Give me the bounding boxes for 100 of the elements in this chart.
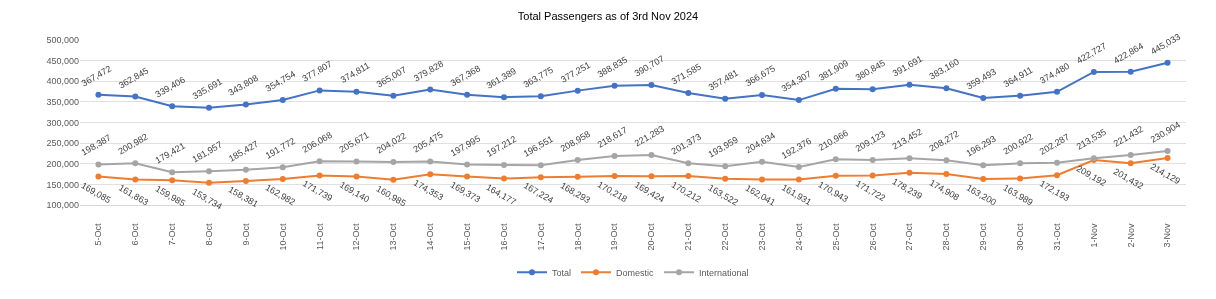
point	[279, 96, 286, 103]
point	[906, 155, 913, 162]
x-tick-label: 16-Oct	[498, 223, 509, 251]
x-tick-label: 22-Oct	[720, 223, 731, 251]
point	[685, 89, 692, 96]
x-tick-label: 11-Oct	[314, 223, 325, 250]
point	[759, 92, 766, 98]
point	[1127, 68, 1134, 75]
x-tick-label: 30-Oct	[1015, 223, 1026, 251]
point	[648, 82, 655, 89]
point	[242, 177, 249, 184]
point	[1164, 59, 1171, 66]
point	[206, 179, 213, 186]
point	[906, 169, 913, 176]
x-tick-label: 28-Oct	[941, 223, 952, 251]
point	[95, 91, 102, 98]
point	[722, 95, 729, 102]
x-tick-label: 19-Oct	[609, 223, 620, 251]
y-tick-label: 450,000	[46, 55, 79, 66]
legend-label: International	[699, 267, 749, 278]
point	[316, 158, 323, 165]
y-tick-label: 100,000	[46, 200, 79, 211]
point	[722, 175, 729, 182]
point	[1164, 148, 1171, 154]
point	[464, 173, 471, 180]
y-tick-label: 350,000	[46, 97, 79, 108]
x-tick-label: 13-Oct	[388, 223, 399, 251]
point	[279, 164, 286, 171]
x-tick-label: 31-Oct	[1051, 223, 1062, 251]
point	[574, 173, 581, 180]
x-tick-label: 9-Oct	[240, 223, 251, 246]
point	[980, 162, 987, 169]
point	[869, 86, 876, 93]
point	[1090, 68, 1097, 75]
x-tick-label: 5-Oct	[93, 223, 104, 246]
x-tick-label: 26-Oct	[867, 223, 878, 251]
y-tick-label: 200,000	[46, 158, 79, 169]
point	[242, 166, 249, 173]
point	[242, 101, 249, 108]
point	[169, 169, 176, 176]
point	[943, 171, 950, 178]
point	[537, 174, 544, 181]
point	[574, 87, 581, 94]
x-tick-label: 21-Oct	[683, 223, 694, 251]
point	[537, 162, 544, 169]
point	[464, 91, 471, 98]
point	[390, 159, 397, 166]
x-tick-label: 23-Oct	[756, 223, 767, 251]
point	[316, 172, 323, 179]
point	[500, 161, 507, 168]
x-tick-label: 2-Nov	[1125, 223, 1136, 248]
legend-label: Total	[552, 267, 572, 278]
point	[206, 168, 213, 175]
point	[500, 175, 507, 182]
point	[1164, 154, 1171, 161]
point	[95, 161, 102, 168]
point	[1127, 160, 1134, 167]
point	[316, 87, 323, 94]
point	[943, 157, 950, 164]
point	[169, 103, 176, 110]
point	[795, 163, 802, 170]
point	[537, 93, 544, 100]
point	[906, 81, 913, 88]
point	[206, 104, 213, 111]
point	[1017, 160, 1024, 167]
x-tick-label: 10-Oct	[277, 223, 288, 251]
point	[759, 158, 766, 165]
x-tick-label: 6-Oct	[130, 223, 141, 246]
x-tick-label: 20-Oct	[646, 223, 657, 251]
x-tick-label: 7-Oct	[167, 223, 178, 246]
point	[353, 88, 360, 95]
point	[759, 176, 766, 183]
x-tick-label: 14-Oct	[425, 223, 436, 251]
y-tick-label: 150,000	[46, 179, 79, 190]
point	[611, 82, 618, 89]
point	[427, 171, 434, 178]
point	[832, 172, 839, 179]
legend-label: Domestic	[616, 267, 655, 278]
point	[1127, 151, 1134, 158]
point	[1053, 88, 1060, 95]
point	[132, 160, 139, 167]
point	[95, 173, 102, 180]
x-tick-label: 1-Nov	[1088, 223, 1099, 248]
point	[648, 151, 655, 158]
point	[943, 85, 950, 92]
x-tick-label: 29-Oct	[978, 223, 989, 251]
point	[611, 173, 618, 180]
x-tick-label: 25-Oct	[830, 223, 841, 251]
point	[832, 156, 839, 163]
point	[390, 92, 397, 99]
point	[574, 157, 581, 164]
point	[500, 94, 507, 101]
y-tick-label: 400,000	[46, 76, 79, 87]
point	[832, 85, 839, 92]
point	[795, 97, 802, 104]
point	[1053, 172, 1060, 179]
point	[279, 176, 286, 183]
x-tick-label: 18-Oct	[572, 223, 583, 251]
point	[427, 158, 434, 165]
x-tick-label: 8-Oct	[203, 223, 214, 246]
